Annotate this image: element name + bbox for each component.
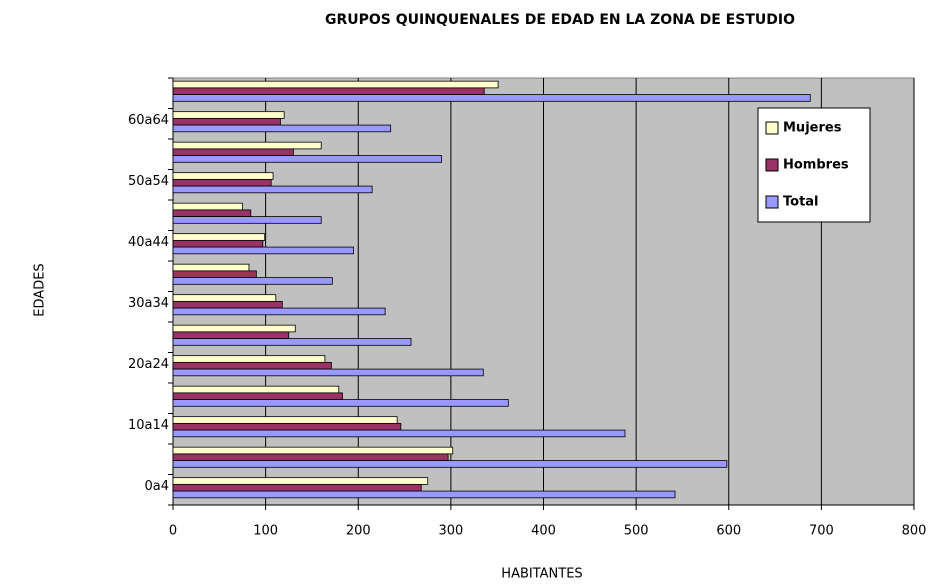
y-axis-label: EDADES (33, 263, 48, 316)
bar (172, 209, 252, 217)
bar (172, 490, 676, 499)
bar (172, 446, 454, 455)
x-tick-label: 0 (169, 524, 177, 539)
x-tick-label: 300 (438, 524, 463, 539)
bar (172, 324, 296, 333)
y-tick-label: 30a34 (128, 296, 169, 311)
legend-label: Hombres (783, 158, 849, 173)
bar (172, 460, 728, 468)
y-tick-label: 20a24 (128, 357, 169, 372)
bar (172, 141, 322, 150)
bar (172, 483, 422, 492)
bar (172, 246, 355, 255)
bar (172, 429, 626, 438)
bar (172, 422, 402, 431)
bar (172, 294, 277, 302)
bar (172, 124, 392, 133)
y-tick-label: 0a4 (144, 479, 169, 494)
x-tick-label: 500 (624, 524, 649, 539)
x-axis-label: HABITANTES (501, 567, 582, 582)
bar (172, 87, 485, 95)
bar (172, 155, 443, 163)
bar (172, 307, 386, 316)
bar (172, 368, 484, 377)
y-tick-label: 40a44 (128, 235, 169, 250)
y-tick-label: 50a54 (128, 174, 169, 189)
legend-label: Mujeres (783, 121, 842, 136)
bar (172, 300, 283, 309)
bar (172, 263, 250, 272)
x-tick-label: 800 (902, 524, 927, 539)
bar (172, 202, 243, 211)
bar (172, 399, 509, 407)
chart-title: GRUPOS QUINQUENALES DE EDAD EN LA ZONA D… (325, 12, 795, 28)
y-tick-label: 10a14 (128, 418, 169, 433)
bar (172, 338, 412, 346)
bar (172, 277, 333, 285)
bar (172, 355, 326, 363)
x-tick-label: 400 (531, 524, 556, 539)
x-tick-label: 600 (716, 524, 741, 539)
x-tick-label: 100 (253, 524, 278, 539)
x-tick-label: 200 (346, 524, 371, 539)
legend-swatch (765, 195, 779, 209)
bar (172, 477, 429, 485)
bar (172, 453, 449, 461)
bar (172, 416, 398, 424)
bar (172, 111, 285, 119)
y-tick-label: 60a64 (128, 113, 169, 128)
bar (172, 80, 499, 89)
bar (172, 361, 332, 370)
bar (172, 239, 264, 248)
bar (172, 331, 290, 339)
bar (172, 94, 811, 102)
bar (172, 185, 373, 194)
legend-label: Total (783, 195, 819, 210)
bar (172, 148, 294, 156)
bar (172, 172, 274, 180)
legend-swatch (765, 121, 779, 135)
bar (172, 385, 340, 394)
legend-swatch (765, 158, 779, 172)
legend: Mujeres Hombres Total (757, 107, 871, 223)
bar (172, 178, 272, 187)
x-tick-label: 700 (809, 524, 834, 539)
bar (172, 117, 281, 126)
bar (172, 392, 343, 400)
bar (172, 233, 266, 241)
bar (172, 216, 322, 224)
bar (172, 270, 257, 278)
